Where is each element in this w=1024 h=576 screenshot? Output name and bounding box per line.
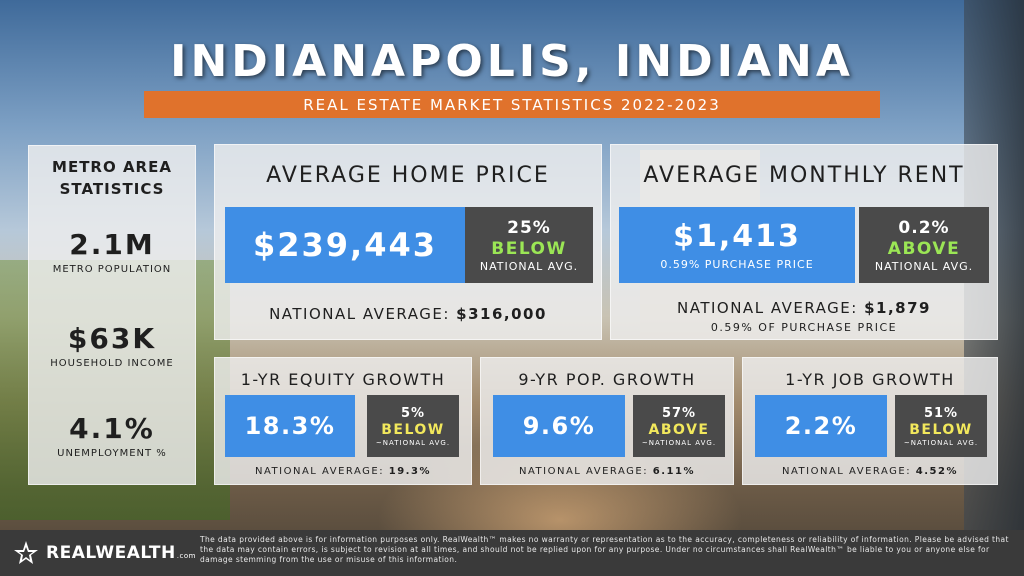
job-growth-value: 2.2% [784,412,858,440]
job-growth-heading: 1-YR JOB GROWTH [785,370,955,389]
realwealth-logo-icon [14,541,38,564]
equity-growth-national-value: 19.3% [388,466,431,477]
job-growth-value-box: 2.2% [755,395,887,457]
pop-growth-panel: 9-YR POP. GROWTH 9.6% 57% ABOVE ~NATIONA… [480,357,734,485]
equity-growth-value-box: 18.3% [225,395,355,457]
rent-national: NATIONAL AVERAGE: $1,879 [611,299,997,317]
home-price-national-value: $316,000 [456,305,547,323]
home-price-national-prefix: NATIONAL AVERAGE: [269,305,450,323]
realwealth-logo-text: REALWEALTH.com [46,543,196,563]
rent-compare-box: 0.2% ABOVE NATIONAL AVG. [859,207,989,283]
pop-growth-national: NATIONAL AVERAGE: 6.11% [481,466,733,477]
home-price-comparison-label: NATIONAL AVG. [479,259,579,273]
rent-national-value: $1,879 [864,299,931,317]
equity-growth-national: NATIONAL AVERAGE: 19.3% [215,466,471,477]
equity-growth-panel: 1-YR EQUITY GROWTH 18.3% 5% BELOW ~NATIO… [214,357,472,485]
equity-growth-value: 18.3% [244,412,336,440]
rent-comparison: ABOVE [887,238,961,259]
rent-national-sub: 0.59% OF PURCHASE PRICE [710,321,898,334]
metro-population-value: 2.1M [69,228,155,261]
metro-heading: METRO AREA STATISTICS [29,156,195,200]
equity-growth-compare-box: 5% BELOW ~NATIONAL AVG. [367,395,459,457]
equity-growth-national-prefix: NATIONAL AVERAGE: [255,466,385,477]
pop-growth-value-box: 9.6% [493,395,625,457]
home-price-panel: AVERAGE HOME PRICE $239,443 25% BELOW NA… [214,144,602,340]
page-title: INDIANAPOLIS, INDIANA [170,36,854,87]
pop-growth-compare-box: 57% ABOVE ~NATIONAL AVG. [633,395,725,457]
pop-growth-national-prefix: NATIONAL AVERAGE: [519,466,649,477]
metro-heading-line1: METRO AREA [52,158,172,176]
rent-value: $1,413 [673,219,801,254]
job-growth-national-prefix: NATIONAL AVERAGE: [782,466,912,477]
household-income-label: HOUSEHOLD INCOME [50,358,174,369]
subtitle-banner: REAL ESTATE MARKET STATISTICS 2022-2023 [144,91,880,118]
household-income-value: $63K [67,322,157,355]
rent-value-sub: 0.59% PURCHASE PRICE [660,258,814,271]
disclaimer-text: The data provided above is for informati… [200,535,1009,564]
pop-growth-heading: 9-YR POP. GROWTH [518,370,696,389]
realwealth-logo[interactable]: REALWEALTH.com [12,538,196,568]
home-price-national: NATIONAL AVERAGE: $316,000 [215,305,601,323]
home-price-compare-box: 25% BELOW NATIONAL AVG. [465,207,593,283]
job-growth-national-value: 4.52% [915,466,958,477]
equity-growth-heading: 1-YR EQUITY GROWTH [240,370,446,389]
unemployment-label: UNEMPLOYMENT % [57,448,167,459]
metro-heading-line2: STATISTICS [59,180,165,198]
home-price-value-box: $239,443 [225,207,465,283]
rent-national-prefix: NATIONAL AVERAGE: [677,299,858,317]
home-price-comparison: BELOW [491,238,567,259]
rent-heading: AVERAGE MONTHLY RENT [643,163,965,188]
home-price-heading: AVERAGE HOME PRICE [266,163,550,188]
rent-comparison-label: NATIONAL AVG. [874,259,974,273]
home-price-percent: 25% [507,217,551,238]
equity-growth-comparison-label: ~NATIONAL AVG. [375,438,451,447]
unemployment-value: 4.1% [69,412,155,445]
rent-value-box: $1,413 0.59% PURCHASE PRICE [619,207,855,283]
equity-growth-percent: 5% [400,405,426,421]
footer-bar [0,530,1024,576]
home-price-value: $239,443 [252,226,437,264]
pop-growth-comparison-label: ~NATIONAL AVG. [641,438,717,447]
rent-panel: AVERAGE MONTHLY RENT $1,413 0.59% PURCHA… [610,144,998,340]
job-growth-national: NATIONAL AVERAGE: 4.52% [743,466,997,477]
job-growth-compare-box: 51% BELOW ~NATIONAL AVG. [895,395,987,457]
equity-growth-comparison: BELOW [381,421,445,438]
pop-growth-value: 9.6% [522,412,596,440]
metro-population-label: METRO POPULATION [52,264,172,275]
job-growth-percent: 51% [923,405,959,421]
job-growth-comparison: BELOW [909,421,973,438]
job-growth-comparison-label: ~NATIONAL AVG. [903,438,979,447]
pop-growth-comparison: ABOVE [648,421,710,438]
pop-growth-percent: 57% [661,405,697,421]
metro-stats-panel: METRO AREA STATISTICS 2.1M METRO POPULAT… [28,145,196,485]
job-growth-panel: 1-YR JOB GROWTH 2.2% 51% BELOW ~NATIONAL… [742,357,998,485]
rent-percent: 0.2% [898,217,950,238]
subtitle-text: REAL ESTATE MARKET STATISTICS 2022-2023 [303,95,721,114]
pop-growth-national-value: 6.11% [652,466,695,477]
